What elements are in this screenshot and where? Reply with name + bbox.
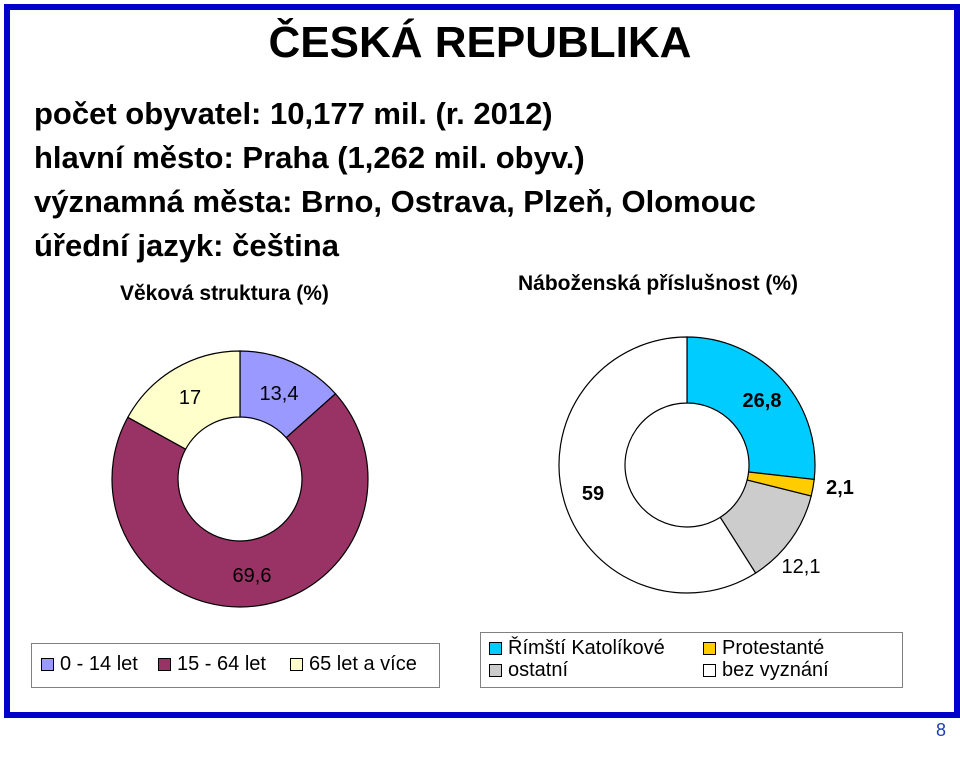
age-legend-swatch-2 bbox=[290, 658, 303, 671]
religion-legend-item-3: bez vyznání bbox=[703, 659, 829, 682]
religion-label-1: 2,1 bbox=[826, 477, 854, 499]
religion-legend: Římští Katolíkové Protestanté ostatní be… bbox=[480, 632, 903, 688]
religion-legend-item-1: Protestanté bbox=[703, 637, 824, 660]
religion-legend-label-3: bez vyznání bbox=[722, 659, 829, 681]
age-slice-1 bbox=[111, 392, 369, 608]
age-legend-item-0: 0 - 14 let bbox=[41, 653, 138, 676]
age-legend-label-0: 0 - 14 let bbox=[60, 653, 138, 675]
age-legend-label-1: 15 - 64 let bbox=[177, 653, 266, 675]
religion-label-0: 26,8 bbox=[743, 390, 782, 412]
info-cities: významná města: Brno, Ostrava, Plzeň, Ol… bbox=[34, 184, 756, 219]
age-legend-swatch-0 bbox=[41, 658, 54, 671]
age-legend-item-1: 15 - 64 let bbox=[158, 653, 266, 676]
age-label-1: 69,6 bbox=[233, 565, 272, 587]
age-label-0: 13,4 bbox=[260, 383, 299, 405]
age-slice-2 bbox=[127, 350, 241, 450]
religion-chart-title: Náboženská příslušnost (%) bbox=[518, 272, 799, 295]
age-legend-label-2: 65 let a více bbox=[309, 653, 417, 675]
religion-legend-swatch-1 bbox=[703, 642, 716, 655]
religion-legend-label-2: ostatní bbox=[508, 659, 569, 681]
religion-slice-3 bbox=[558, 336, 757, 594]
page-number: 8 bbox=[935, 720, 946, 740]
age-legend-swatch-1 bbox=[158, 658, 171, 671]
religion-label-2: 12,1 bbox=[782, 556, 821, 578]
religion-legend-item-2: ostatní bbox=[489, 659, 568, 682]
religion-legend-swatch-2 bbox=[489, 664, 502, 677]
religion-donut-chart: 26,8 2,1 12,1 59 bbox=[558, 336, 854, 594]
religion-label-3: 59 bbox=[582, 483, 604, 505]
info-capital: hlavní město: Praha (1,262 mil. obyv.) bbox=[34, 140, 585, 175]
info-language: úřední jazyk: čeština bbox=[34, 228, 339, 263]
religion-legend-label-1: Protestanté bbox=[722, 637, 825, 659]
religion-legend-swatch-0 bbox=[489, 642, 502, 655]
info-population: počet obyvatel: 10,177 mil. (r. 2012) bbox=[34, 96, 553, 131]
age-label-2: 17 bbox=[179, 387, 201, 409]
religion-legend-item-0: Římští Katolíkové bbox=[489, 637, 665, 660]
religion-legend-label-0: Římští Katolíkové bbox=[508, 637, 665, 659]
slide-title: ČESKÁ REPUBLIKA bbox=[268, 18, 692, 67]
age-legend: 0 - 14 let 15 - 64 let 65 let a více bbox=[31, 643, 440, 688]
age-donut-chart: 13,4 69,6 17 bbox=[111, 350, 369, 608]
slide-frame bbox=[4, 4, 960, 718]
religion-legend-swatch-3 bbox=[703, 664, 716, 677]
religion-slice-0 bbox=[686, 336, 816, 481]
age-chart-title: Věková struktura (%) bbox=[120, 282, 329, 305]
age-legend-item-2: 65 let a více bbox=[290, 653, 417, 676]
